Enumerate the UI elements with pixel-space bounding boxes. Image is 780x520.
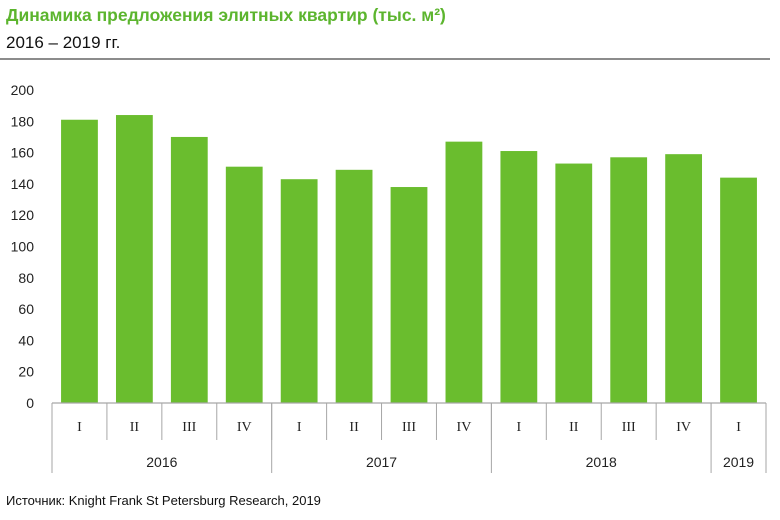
- x-category-label: I: [77, 420, 82, 435]
- bar: [61, 119, 98, 404]
- bar: [555, 163, 593, 403]
- header-divider: [0, 58, 770, 60]
- chart-subtitle: 2016 – 2019 гг.: [6, 33, 121, 52]
- x-category-label: IV: [237, 420, 252, 435]
- y-tick-label: 200: [11, 82, 35, 98]
- x-category-label: II: [130, 420, 140, 435]
- source-note: Источник: Knight Frank St Petersburg Res…: [6, 493, 321, 508]
- bar: [335, 169, 373, 403]
- y-tick-label: 0: [26, 395, 34, 411]
- y-tick-label: 140: [11, 176, 35, 192]
- bar: [170, 136, 208, 403]
- x-group-label: 2019: [723, 454, 754, 470]
- y-tick-label: 40: [18, 332, 34, 348]
- x-category-label: II: [349, 420, 359, 435]
- x-category-label: III: [182, 420, 196, 435]
- x-group-label: 2018: [586, 454, 617, 470]
- x-category-label: III: [622, 420, 636, 435]
- bar: [280, 179, 318, 403]
- bar: [610, 157, 648, 403]
- y-tick-label: 160: [11, 145, 35, 161]
- y-tick-label: 120: [11, 207, 35, 223]
- y-tick-label: 100: [11, 239, 35, 255]
- x-category-label: IV: [457, 420, 472, 435]
- chart-title: Динамика предложения элитных квартир (ты…: [6, 5, 446, 25]
- bar: [665, 154, 703, 403]
- x-category-label: I: [517, 420, 522, 435]
- bar: [445, 141, 483, 403]
- x-group-label: 2016: [146, 454, 177, 470]
- bar: [500, 151, 538, 403]
- x-category-label: II: [569, 420, 579, 435]
- y-tick-label: 180: [11, 113, 35, 129]
- bar: [115, 115, 153, 403]
- y-tick-label: 80: [18, 270, 34, 286]
- y-tick-label: 20: [18, 364, 34, 380]
- x-group-label: 2017: [366, 454, 397, 470]
- bar: [720, 177, 757, 403]
- x-category-label: I: [297, 420, 302, 435]
- bar: [225, 166, 263, 403]
- bar: [390, 187, 428, 403]
- x-category-label: III: [402, 420, 416, 435]
- x-category-label: I: [736, 420, 741, 435]
- y-tick-label: 60: [18, 301, 34, 317]
- x-category-label: IV: [676, 420, 691, 435]
